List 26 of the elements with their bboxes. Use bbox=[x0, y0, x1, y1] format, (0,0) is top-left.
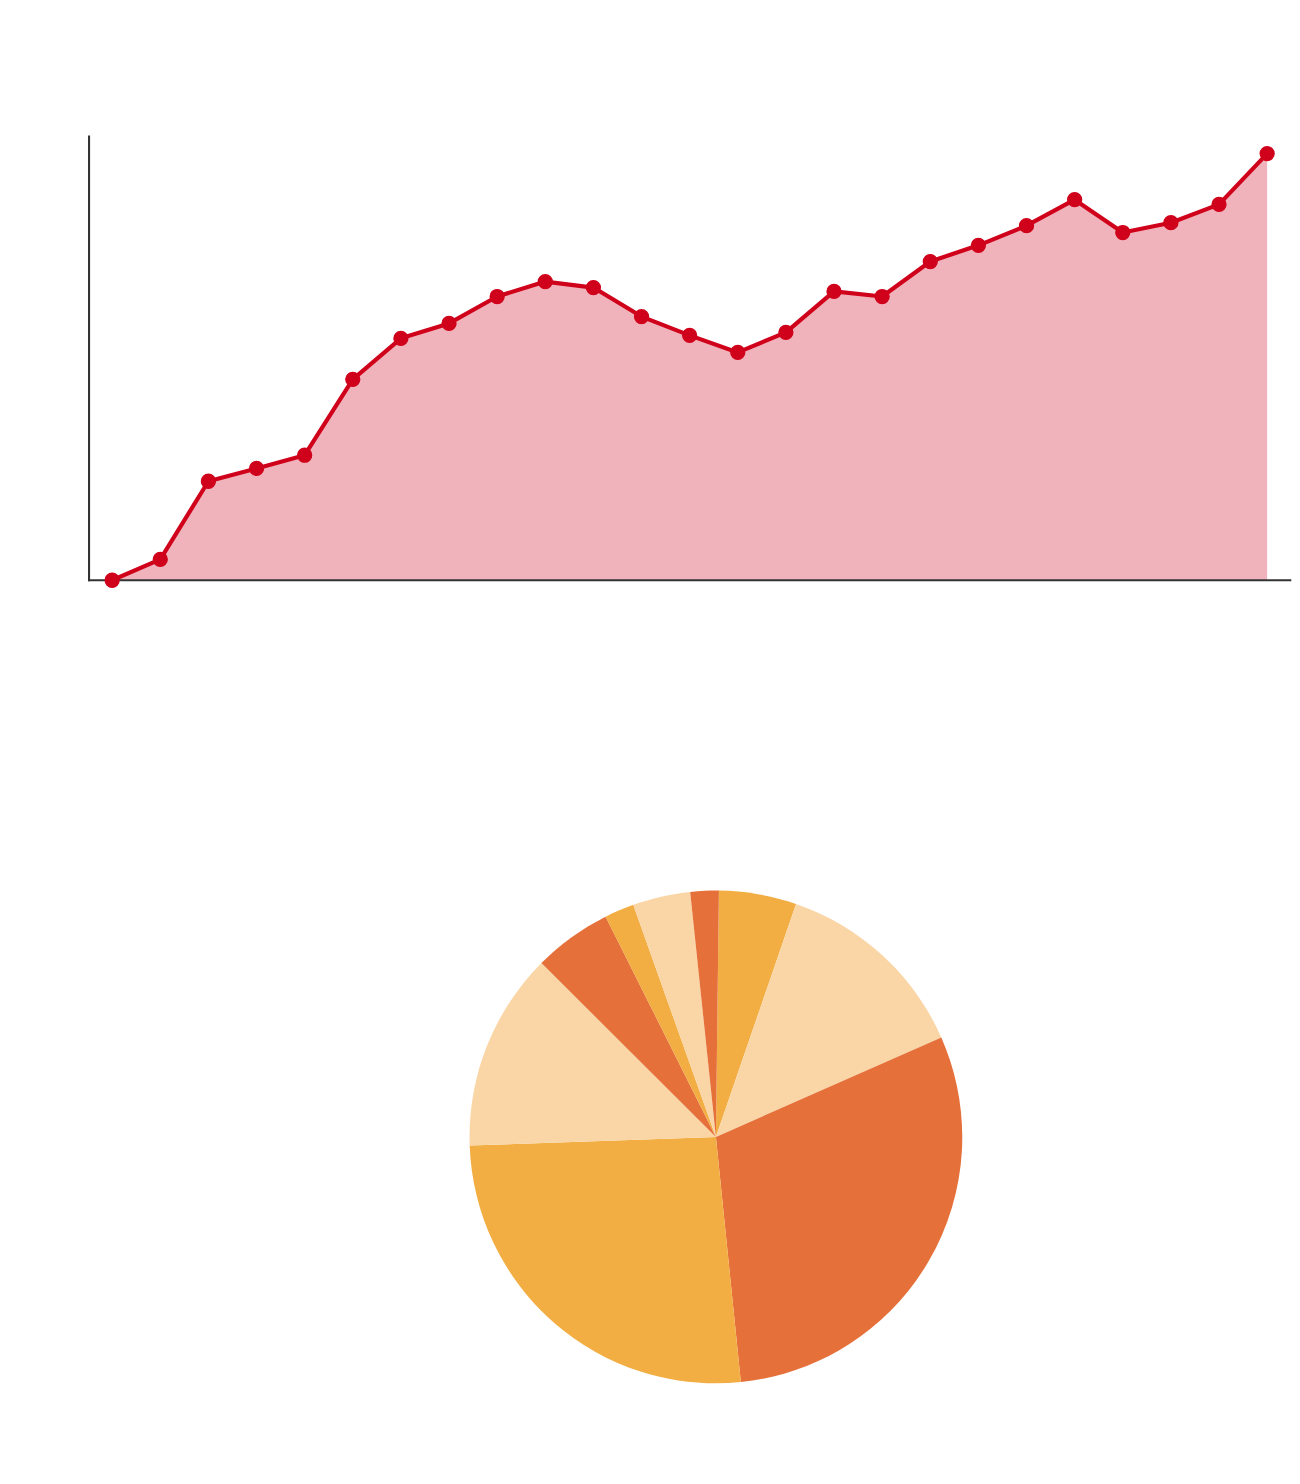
point bbox=[345, 371, 361, 387]
point bbox=[1211, 196, 1227, 213]
point bbox=[152, 551, 168, 567]
point bbox=[922, 253, 938, 270]
point bbox=[441, 315, 457, 332]
point bbox=[778, 324, 794, 340]
point bbox=[489, 288, 505, 305]
point bbox=[730, 344, 746, 361]
point bbox=[200, 473, 217, 489]
point bbox=[1163, 215, 1179, 231]
point bbox=[1018, 218, 1035, 234]
point bbox=[874, 288, 890, 305]
point bbox=[104, 572, 120, 588]
point bbox=[1115, 224, 1131, 241]
point bbox=[1067, 192, 1083, 208]
point bbox=[682, 327, 698, 343]
point bbox=[1259, 145, 1275, 162]
point bbox=[393, 330, 409, 346]
point bbox=[248, 460, 265, 477]
point bbox=[537, 273, 553, 290]
point bbox=[297, 447, 313, 463]
pie-slice bbox=[469, 1136, 741, 1384]
point bbox=[633, 308, 650, 325]
point bbox=[826, 283, 842, 300]
point bbox=[585, 279, 602, 296]
point bbox=[970, 237, 987, 253]
